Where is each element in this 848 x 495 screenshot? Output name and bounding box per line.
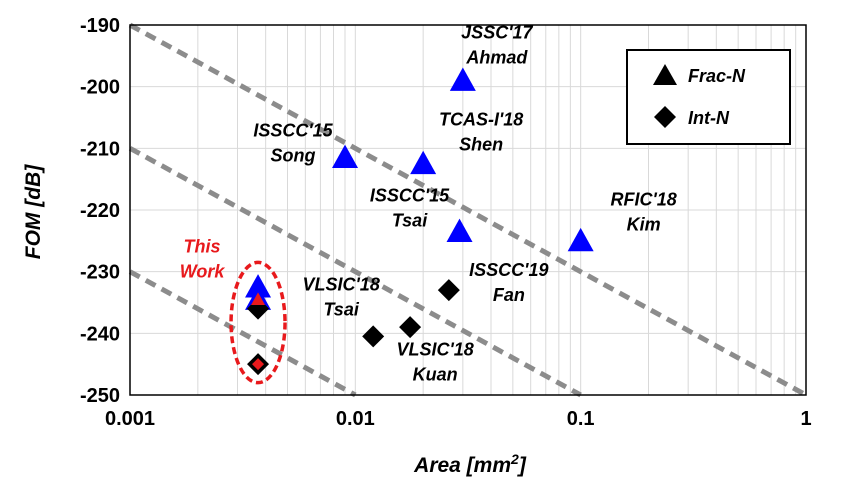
annotation-label: RFIC'18 bbox=[611, 189, 677, 209]
x-tick-label: 1 bbox=[800, 408, 811, 430]
this-work-ellipse bbox=[229, 260, 287, 385]
y-axis-title: FOM [dB] bbox=[22, 164, 45, 259]
this-work-int-n-point-inner bbox=[252, 358, 265, 371]
annotation-label: Kuan bbox=[413, 364, 458, 384]
annotation-label: Work bbox=[180, 262, 226, 282]
fom-reference-line bbox=[128, 22, 808, 398]
annotation-label: Kim bbox=[627, 214, 661, 234]
legend-label-int-n: Int-N bbox=[688, 108, 730, 128]
legend-triangle-marker bbox=[653, 64, 677, 85]
x-tick-label: 0.001 bbox=[105, 408, 155, 430]
y-tick-label: -220 bbox=[80, 200, 120, 222]
annotation-label: Fan bbox=[493, 285, 525, 305]
frac-n-point bbox=[567, 227, 594, 252]
y-tick-label: -210 bbox=[80, 138, 120, 160]
annotation-label: Ahmad bbox=[465, 47, 528, 67]
annotations-layer: JSSC'17 Ahmad ISSCC'15 Song TCAS-I'18 Shen ISS… bbox=[180, 22, 677, 384]
annotation-label: This bbox=[184, 237, 221, 257]
fom-reference-line bbox=[128, 269, 357, 398]
frac-n-point bbox=[245, 274, 272, 298]
int-n-point bbox=[362, 325, 385, 348]
legend-box bbox=[626, 49, 791, 145]
y-tick-label: -190 bbox=[80, 15, 120, 37]
fom-reference-line bbox=[128, 146, 582, 398]
legend-diamond-marker bbox=[654, 106, 676, 128]
annotation-label: Tsai bbox=[323, 299, 359, 319]
annotation-label: TCAS-I'18 bbox=[439, 109, 523, 129]
plot-frame bbox=[129, 24, 807, 396]
annotation-label: ISSCC'19 bbox=[469, 260, 548, 280]
annotation-label: ISSCC'15 bbox=[253, 120, 333, 140]
frac-n-point bbox=[449, 67, 476, 91]
annotation-label: VLSIC'18 bbox=[396, 339, 473, 359]
annotation-label: Shen bbox=[459, 134, 503, 154]
y-tick-label: -250 bbox=[80, 385, 120, 407]
y-tick-label: -230 bbox=[80, 262, 120, 284]
legend: Frac-N Int-N bbox=[626, 49, 791, 145]
annotation-label: JSSC'17 bbox=[461, 22, 533, 42]
frac-n-point bbox=[446, 218, 473, 242]
x-axis-title: Area [mm2] bbox=[413, 451, 527, 477]
x-tick-label: 0.1 bbox=[567, 408, 595, 430]
annotation-label: ISSCC'15 bbox=[370, 185, 450, 205]
y-tick-label: -240 bbox=[80, 323, 120, 345]
fom-lines-layer bbox=[128, 22, 808, 398]
tick-labels-layer: 0.001 0.01 0.1 1 -190 -200 -210 -220 -230 -240 -25… bbox=[80, 15, 812, 430]
annotation-label: VLSIC'18 bbox=[303, 274, 380, 294]
annotation-label: Song bbox=[271, 145, 316, 165]
annotation-label: Tsai bbox=[392, 210, 428, 230]
this-work-frac-n-point bbox=[251, 292, 266, 306]
frac-n-point bbox=[332, 144, 359, 168]
legend-label-frac-n: Frac-N bbox=[688, 66, 746, 86]
y-tick-label: -200 bbox=[80, 77, 120, 99]
int-n-point bbox=[399, 316, 422, 339]
frac-n-point bbox=[410, 150, 437, 175]
x-tick-label: 0.01 bbox=[336, 408, 375, 430]
markers-layer bbox=[229, 67, 594, 385]
int-n-point bbox=[437, 279, 460, 302]
